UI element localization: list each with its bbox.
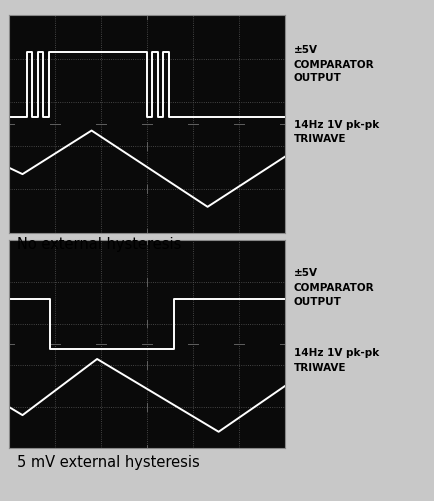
Text: OUTPUT: OUTPUT [293,297,341,307]
Text: 5 mV external hysteresis: 5 mV external hysteresis [17,455,200,470]
Text: 14Hz 1V pk-pk: 14Hz 1V pk-pk [293,120,378,130]
Text: ±5V: ±5V [293,268,317,278]
Text: COMPARATOR: COMPARATOR [293,283,373,293]
Text: OUTPUT: OUTPUT [293,73,341,83]
Text: COMPARATOR: COMPARATOR [293,60,373,70]
Text: TRIWAVE: TRIWAVE [293,134,345,144]
Text: TRIWAVE: TRIWAVE [293,363,345,373]
Text: No external hysteresis: No external hysteresis [17,237,181,253]
Text: 14Hz 1V pk-pk: 14Hz 1V pk-pk [293,348,378,358]
Text: ±5V: ±5V [293,45,317,55]
